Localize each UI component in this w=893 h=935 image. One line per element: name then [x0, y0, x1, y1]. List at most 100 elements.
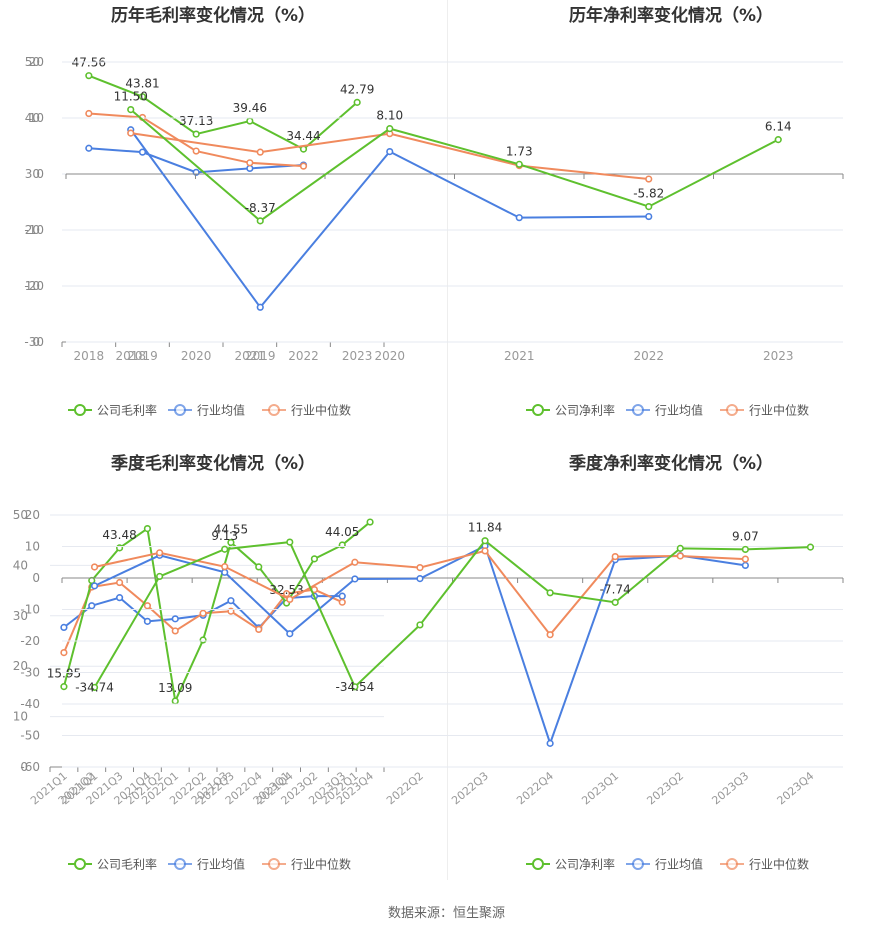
- series-line: [93, 539, 811, 689]
- data-point: [156, 549, 164, 557]
- x-tick-label: 2018: [74, 349, 105, 363]
- legend-marker: [632, 858, 644, 870]
- data-point: [221, 563, 229, 571]
- data-point: [676, 544, 684, 552]
- data-point: [90, 563, 99, 571]
- data-point: [353, 98, 361, 106]
- legend-label: 行业均值: [655, 857, 703, 872]
- x-tick-label: 2023: [342, 349, 373, 363]
- data-label: 42.79: [340, 82, 374, 96]
- data-point: [338, 598, 346, 606]
- legend-item-company: 公司毛利率: [68, 403, 157, 418]
- data-point: [90, 582, 99, 590]
- y-tick-label: 10: [29, 111, 44, 125]
- y-tick-label: 0: [36, 167, 44, 181]
- data-point: [416, 564, 424, 572]
- x-tick-label: 2023: [763, 349, 794, 363]
- data-label: 44.05: [325, 525, 359, 539]
- x-tick-label: 2022Q4: [514, 769, 556, 807]
- legend-label: 行业均值: [197, 857, 245, 872]
- chart-svg: 季度净利率变化情况（%）-60-50-40-30-20-10010202021Q…: [20, 453, 844, 872]
- y-tick-label: 10: [25, 279, 40, 293]
- data-label: 34.44: [286, 129, 320, 143]
- data-point: [192, 147, 200, 155]
- y-tick-label: -20: [20, 634, 40, 648]
- x-tick-label: 2021: [235, 349, 266, 363]
- data-point: [171, 697, 179, 705]
- data-point: [310, 555, 319, 563]
- legend-label: 行业中位数: [291, 857, 351, 872]
- legend-label: 行业中位数: [749, 857, 809, 872]
- x-tick-label: 2021: [504, 349, 535, 363]
- data-label: -34.74: [75, 680, 114, 694]
- data-point: [143, 525, 152, 533]
- data-point: [366, 518, 374, 526]
- data-point: [171, 615, 179, 623]
- chart-annual-net-margin: 历年净利率变化情况（%） -30 -20 -10 0 10 20 2018 2019 2020 20…: [24, 0, 893, 435]
- legend-item-company: 公司净利率: [526, 403, 615, 418]
- data-point: [221, 568, 229, 576]
- y-tick-label: 20: [25, 223, 40, 237]
- data-point: [115, 578, 124, 587]
- data-point: [741, 545, 749, 554]
- x-tick-label: 2023Q3: [710, 769, 752, 807]
- data-point: [416, 621, 424, 629]
- data-point: [199, 609, 207, 617]
- data-point: [127, 105, 135, 114]
- series-line: [130, 108, 779, 223]
- chart-title: 季度净利率变化情况（%）: [569, 453, 773, 474]
- data-label: 43.81: [125, 77, 159, 91]
- y-tick-label: -50: [20, 729, 40, 743]
- data-point: [85, 144, 93, 152]
- data-point: [611, 598, 619, 606]
- data-point: [386, 125, 394, 133]
- x-tick-label: 2022: [288, 349, 319, 363]
- legend-item-industry-mean: 行业均值: [626, 857, 703, 872]
- y-tick-label: -20: [24, 279, 44, 293]
- legend-marker: [74, 858, 86, 870]
- y-tick-label: -40: [20, 697, 40, 711]
- legend-marker: [632, 404, 644, 416]
- data-label: 11.84: [468, 521, 502, 535]
- legend-item-industry-mean: 行业均值: [168, 403, 245, 418]
- data-point: [127, 129, 135, 137]
- data-label: -8.37: [245, 201, 276, 215]
- data-point: [60, 623, 68, 631]
- data-point: [115, 594, 124, 602]
- y-tick-label: 40: [13, 558, 28, 572]
- y-tick-label: 30: [13, 609, 28, 623]
- data-point: [481, 537, 489, 545]
- legend-marker: [726, 858, 738, 870]
- x-tick-label: 2019: [245, 349, 276, 363]
- data-point: [192, 130, 200, 138]
- data-point: [481, 547, 489, 555]
- legend-item-company: 公司净利率: [526, 857, 615, 872]
- legend-item-industry-median: 行业中位数: [262, 857, 351, 872]
- data-point: [143, 617, 152, 625]
- y-tick-label: -30: [24, 335, 44, 349]
- data-point: [256, 217, 264, 225]
- data-point: [546, 589, 554, 597]
- chart-annual-gross-margin: 历年毛利率变化情况（%） 0 10 20 30 40 50 2018 2019 2020 2021 2…: [0, 0, 446, 435]
- legend-label: 公司毛利率: [97, 403, 157, 418]
- data-label: 8.10: [376, 109, 403, 123]
- data-point: [138, 93, 147, 101]
- vertical-divider: [447, 0, 448, 880]
- data-point: [645, 175, 653, 183]
- data-label: 13.09: [158, 681, 192, 695]
- legend-marker: [268, 858, 280, 870]
- legend-marker: [174, 858, 186, 870]
- chart-quarterly-gross-margin: 季度毛利率变化情况（%） 0 10 20 30 40 50 2021Q1 2021Q2 2021Q…: [0, 448, 446, 883]
- data-label: 9.13: [211, 529, 238, 543]
- data-point: [611, 552, 619, 561]
- data-point: [676, 552, 684, 560]
- chart-title: 历年毛利率变化情况（%）: [111, 5, 315, 26]
- data-point: [515, 214, 523, 222]
- legend-item-industry-mean: 行业均值: [168, 857, 245, 872]
- legend-label: 行业均值: [197, 403, 245, 418]
- data-point: [546, 631, 554, 639]
- data-point: [741, 561, 749, 569]
- legend-marker: [532, 404, 544, 416]
- y-tick-label: 20: [25, 508, 40, 522]
